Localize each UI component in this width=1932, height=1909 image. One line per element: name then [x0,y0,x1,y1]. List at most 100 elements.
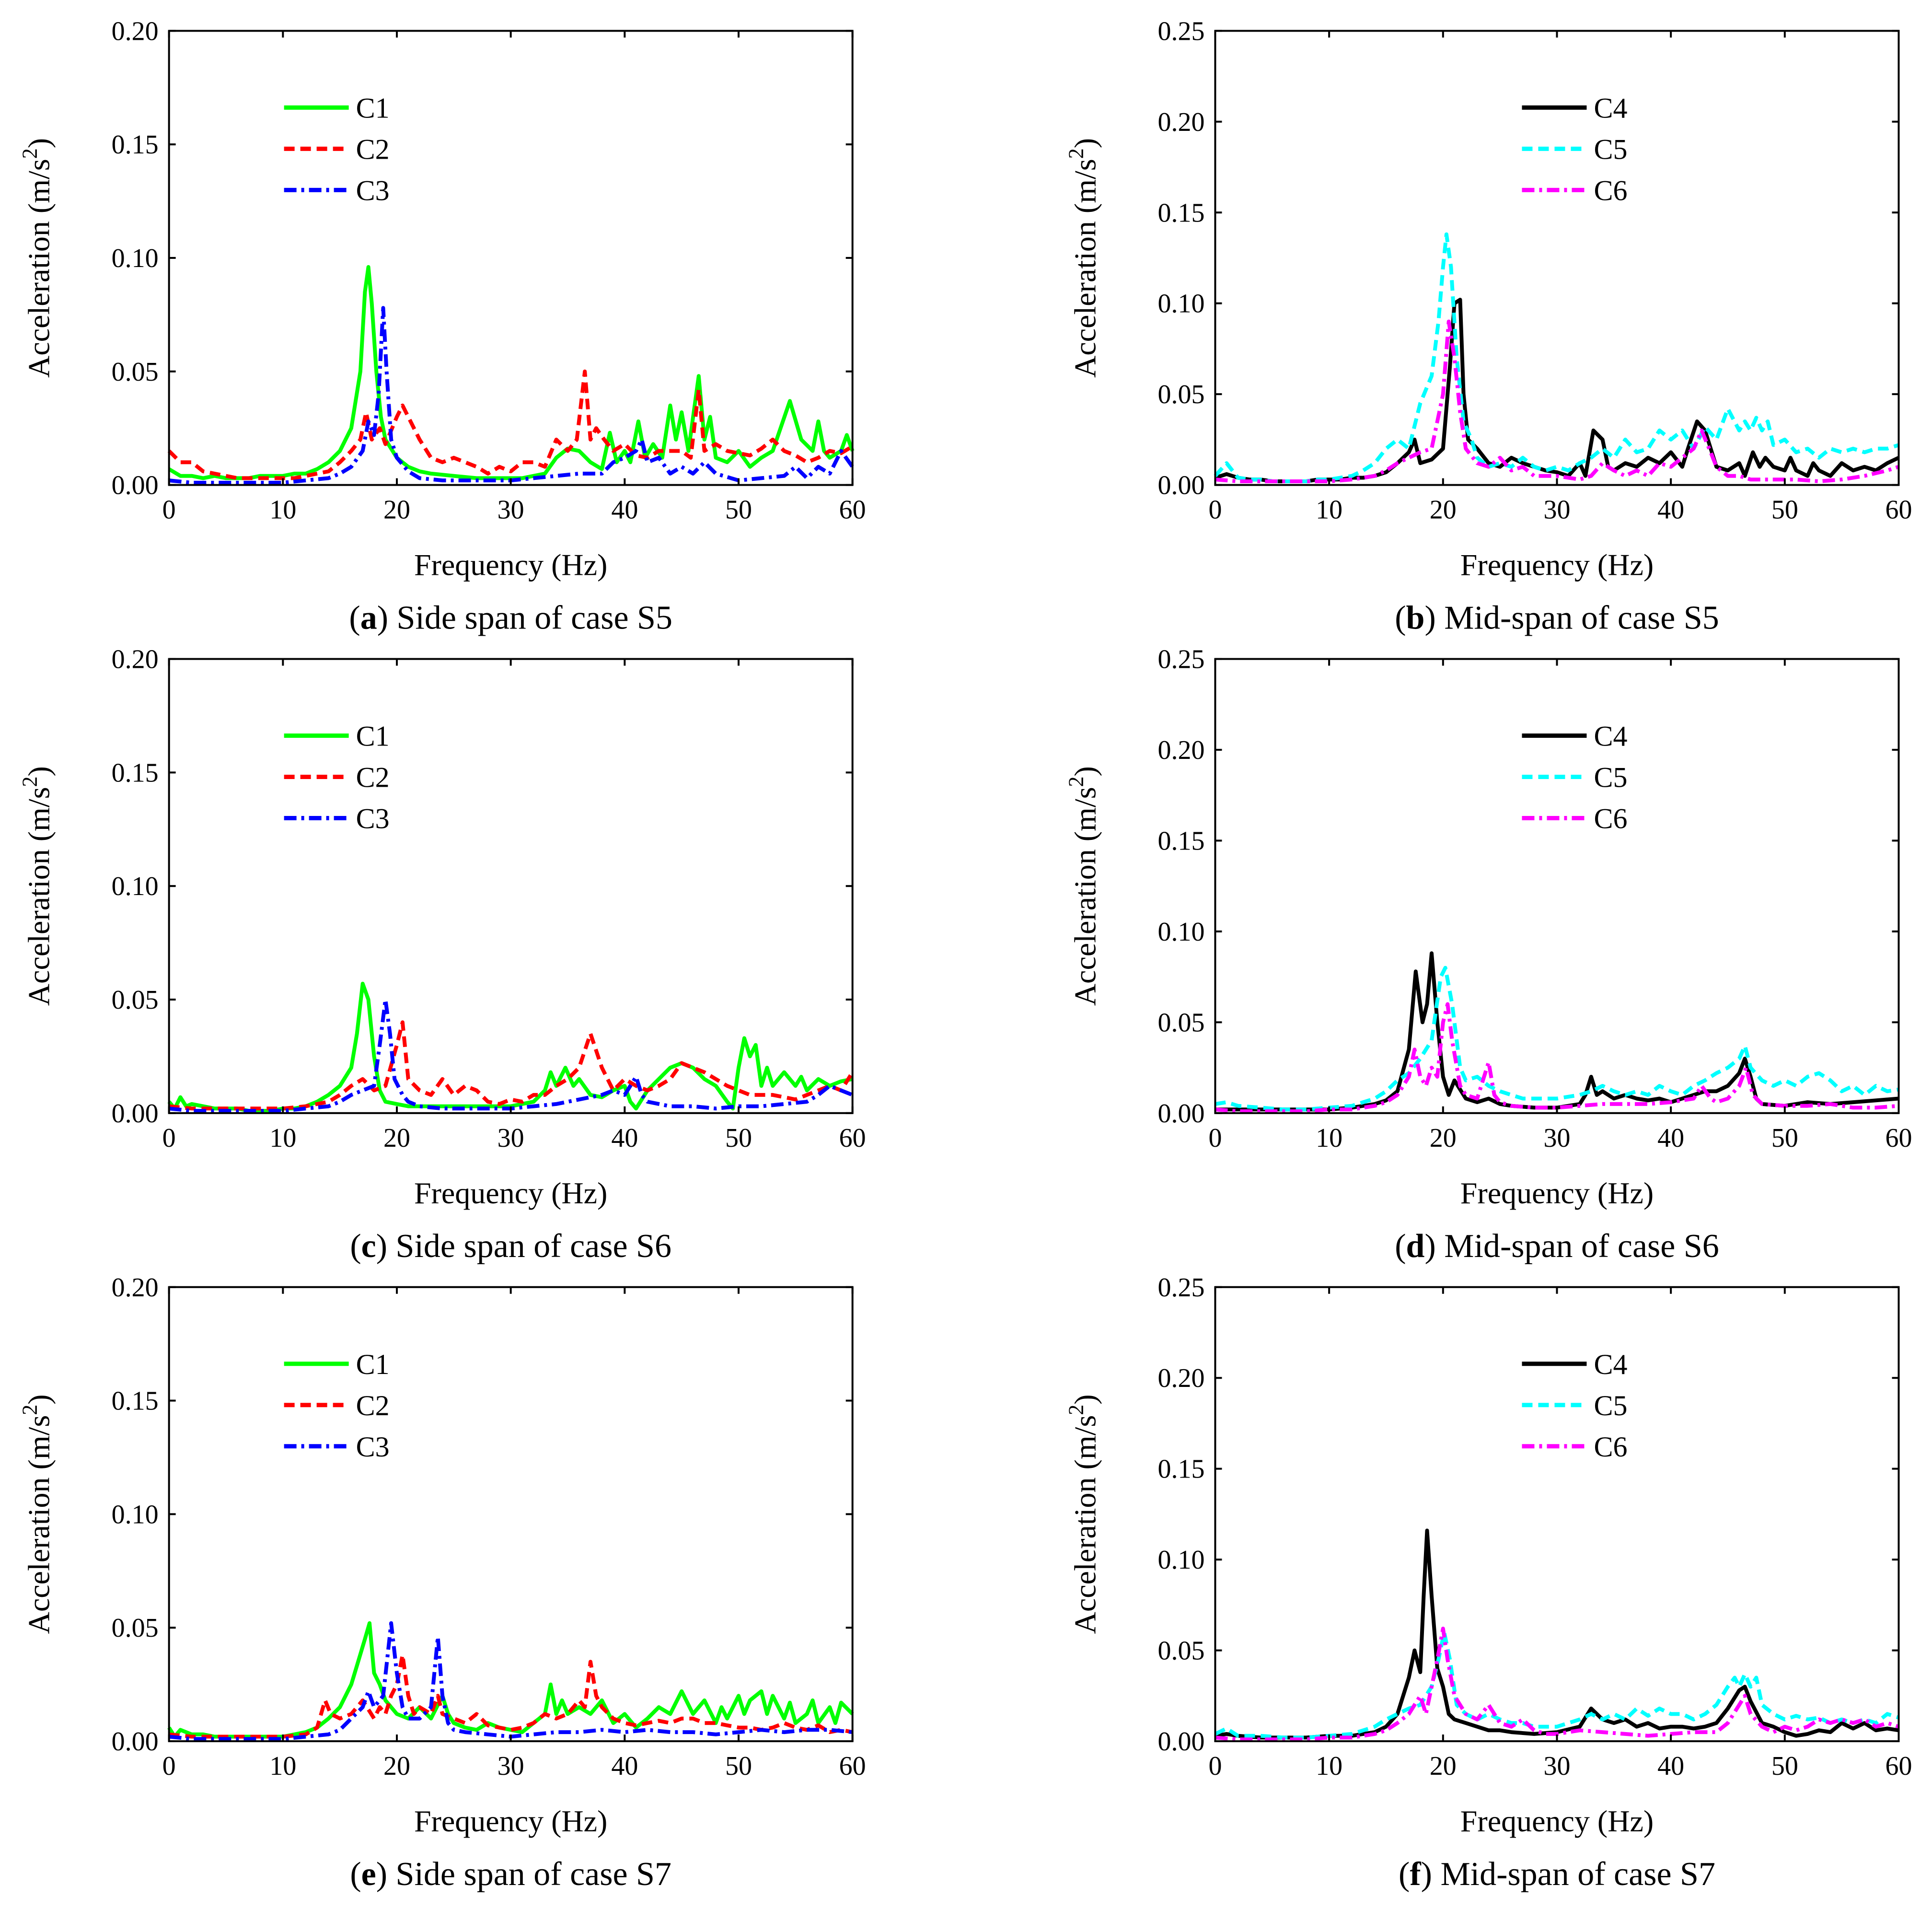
x-tick-label: 10 [269,1751,296,1781]
y-tick-label: 0.00 [112,471,159,501]
y-axis-label-close: ) [22,766,56,776]
y-axis-label-text: Acceleration (m/s [22,787,56,1006]
y-tick-label: 0.00 [112,1727,159,1757]
y-tick-label: 0.10 [112,1500,159,1529]
series-group [1214,1528,1899,1742]
legend: C1 C2 C3 [284,721,390,835]
legend-label-c1: C1 [356,721,390,752]
x-axis-label: Frequency (Hz) [1460,548,1654,582]
panel-caption: (c) Side span of case S6 [350,1228,671,1265]
chart-panel-d: 0 10 20 30 40 50 60 0.00 0.05 0.10 0.15 0.20 0.25 Fre… [1064,645,1912,1265]
series-line-c4 [1215,1528,1899,1740]
series-line-c6 [1215,1627,1899,1742]
x-tick-label: 20 [383,1751,410,1781]
x-axis-label: Frequency (Hz) [1460,1804,1654,1838]
legend-label-c1: C1 [356,92,390,124]
x-tick-label: 60 [839,495,866,525]
caption-close-paren: ) [376,1228,396,1265]
caption-close-paren: ) [377,600,397,637]
x-tick-label: 50 [725,495,752,525]
y-tick-label: 0.15 [112,1386,159,1416]
y-tick-label: 0.15 [1157,1455,1204,1484]
legend-label-c3: C3 [356,803,390,835]
y-tick-label: 0.20 [1157,735,1204,765]
y-tick-label: 0.00 [1157,471,1204,501]
y-tick-label: 0.20 [1157,1363,1204,1393]
panel-caption: (d) Mid-span of case S6 [1395,1228,1719,1265]
chart-panel-f: 0 10 20 30 40 50 60 0.00 0.05 0.10 0.15 0.20 0.25 Fre… [1064,1273,1912,1893]
series-group [167,1621,854,1741]
series-line-c2 [169,1020,855,1111]
y-axis-label-close: ) [1068,1394,1102,1404]
y-tick-label: 0.00 [1157,1727,1204,1757]
legend-label-c5: C5 [1594,762,1627,793]
x-tick-label: 10 [269,495,296,525]
x-axis-label: Frequency (Hz) [414,548,607,582]
y-axis-label-superscript: 2 [1064,148,1087,159]
x-tick-label: 30 [497,1751,524,1781]
caption-open-paren: ( [1399,1856,1410,1893]
y-axis-label: Acceleration (m/s2) [1064,1394,1102,1634]
series-line-c1 [167,1621,854,1739]
plot-frame [168,658,854,1114]
y-tick-label: 0.25 [1157,1273,1204,1303]
x-tick-label: 40 [1657,1751,1684,1781]
y-axis-label-close: ) [1068,138,1102,148]
caption-close-paren: ) [1424,600,1444,637]
caption-letter: b [1406,600,1425,637]
y-axis-label: Acceleration (m/s2) [18,138,56,378]
y-axis-label: Acceleration (m/s2) [1064,766,1102,1006]
y-tick-label: 0.10 [112,244,159,273]
x-axis-label: Frequency (Hz) [1460,1176,1654,1210]
x-tick-label: 20 [383,495,410,525]
x-tick-label: 40 [1657,495,1684,525]
legend-label-c6: C6 [1594,803,1627,835]
y-tick-label: 0.05 [112,985,159,1015]
x-tick-label: 60 [1886,495,1912,525]
y-axis-label-superscript: 2 [18,776,42,787]
y-tick-label: 0.20 [112,1273,159,1303]
y-tick-label: 0.05 [112,357,159,387]
y-tick-label: 0.15 [112,758,159,788]
chart-panel-b: 0 10 20 30 40 50 60 0.00 0.05 0.10 0.15 0.20 0.25 Fre… [1064,16,1912,636]
series-line-c5 [1214,232,1899,483]
plot-frame [1214,30,1900,486]
chart-panel-a: 0 10 20 30 40 50 60 0.00 0.05 0.10 0.15 0.20 Frequen… [18,16,866,636]
y-tick-label: 0.05 [1157,1636,1204,1666]
legend: C4 C5 C6 [1522,721,1627,835]
x-tick-label: 0 [162,495,176,525]
y-axis-label-text: Acceleration (m/s [22,159,56,378]
chart-panel-e: 0 10 20 30 40 50 60 0.00 0.05 0.10 0.15 0.20 Frequen… [18,1273,866,1893]
y-tick-label: 0.20 [1157,107,1204,137]
caption-text: Mid-span of case S5 [1444,600,1719,637]
y-tick-label: 0.00 [112,1099,159,1129]
series-line-c3 [169,1621,853,1741]
y-axis-label-text: Acceleration (m/s [1068,787,1102,1006]
caption-close-paren: ) [376,1856,396,1893]
panel-caption: (b) Mid-span of case S5 [1395,600,1719,637]
y-tick-label: 0.25 [1157,645,1204,675]
y-tick-label: 0.15 [112,130,159,160]
x-tick-label: 0 [1208,1751,1222,1781]
panel-caption: (f) Mid-span of case S7 [1399,1856,1715,1893]
series-line-c2 [167,369,854,480]
caption-text: Side span of case S5 [397,600,672,637]
plot-frame [168,30,854,486]
y-tick-label: 0.05 [1157,1008,1204,1037]
y-axis-label-superscript: 2 [18,148,42,159]
plot-frame [1214,1286,1900,1743]
caption-text: Mid-span of case S7 [1440,1856,1715,1893]
legend-label-c3: C3 [356,175,390,206]
y-tick-label: 0.10 [112,872,159,901]
x-tick-label: 30 [1543,1123,1570,1153]
x-tick-label: 60 [839,1751,866,1781]
x-axis-label: Frequency (Hz) [414,1176,607,1210]
y-axis-label-text: Acceleration (m/s [1068,1415,1102,1634]
legend: C4 C5 C6 [1522,92,1627,206]
x-tick-label: 40 [611,1751,638,1781]
caption-open-paren: ( [1395,600,1406,637]
y-tick-label: 0.05 [112,1613,159,1643]
caption-text: Side span of case S6 [396,1228,671,1265]
series-line-c2 [169,1653,853,1739]
